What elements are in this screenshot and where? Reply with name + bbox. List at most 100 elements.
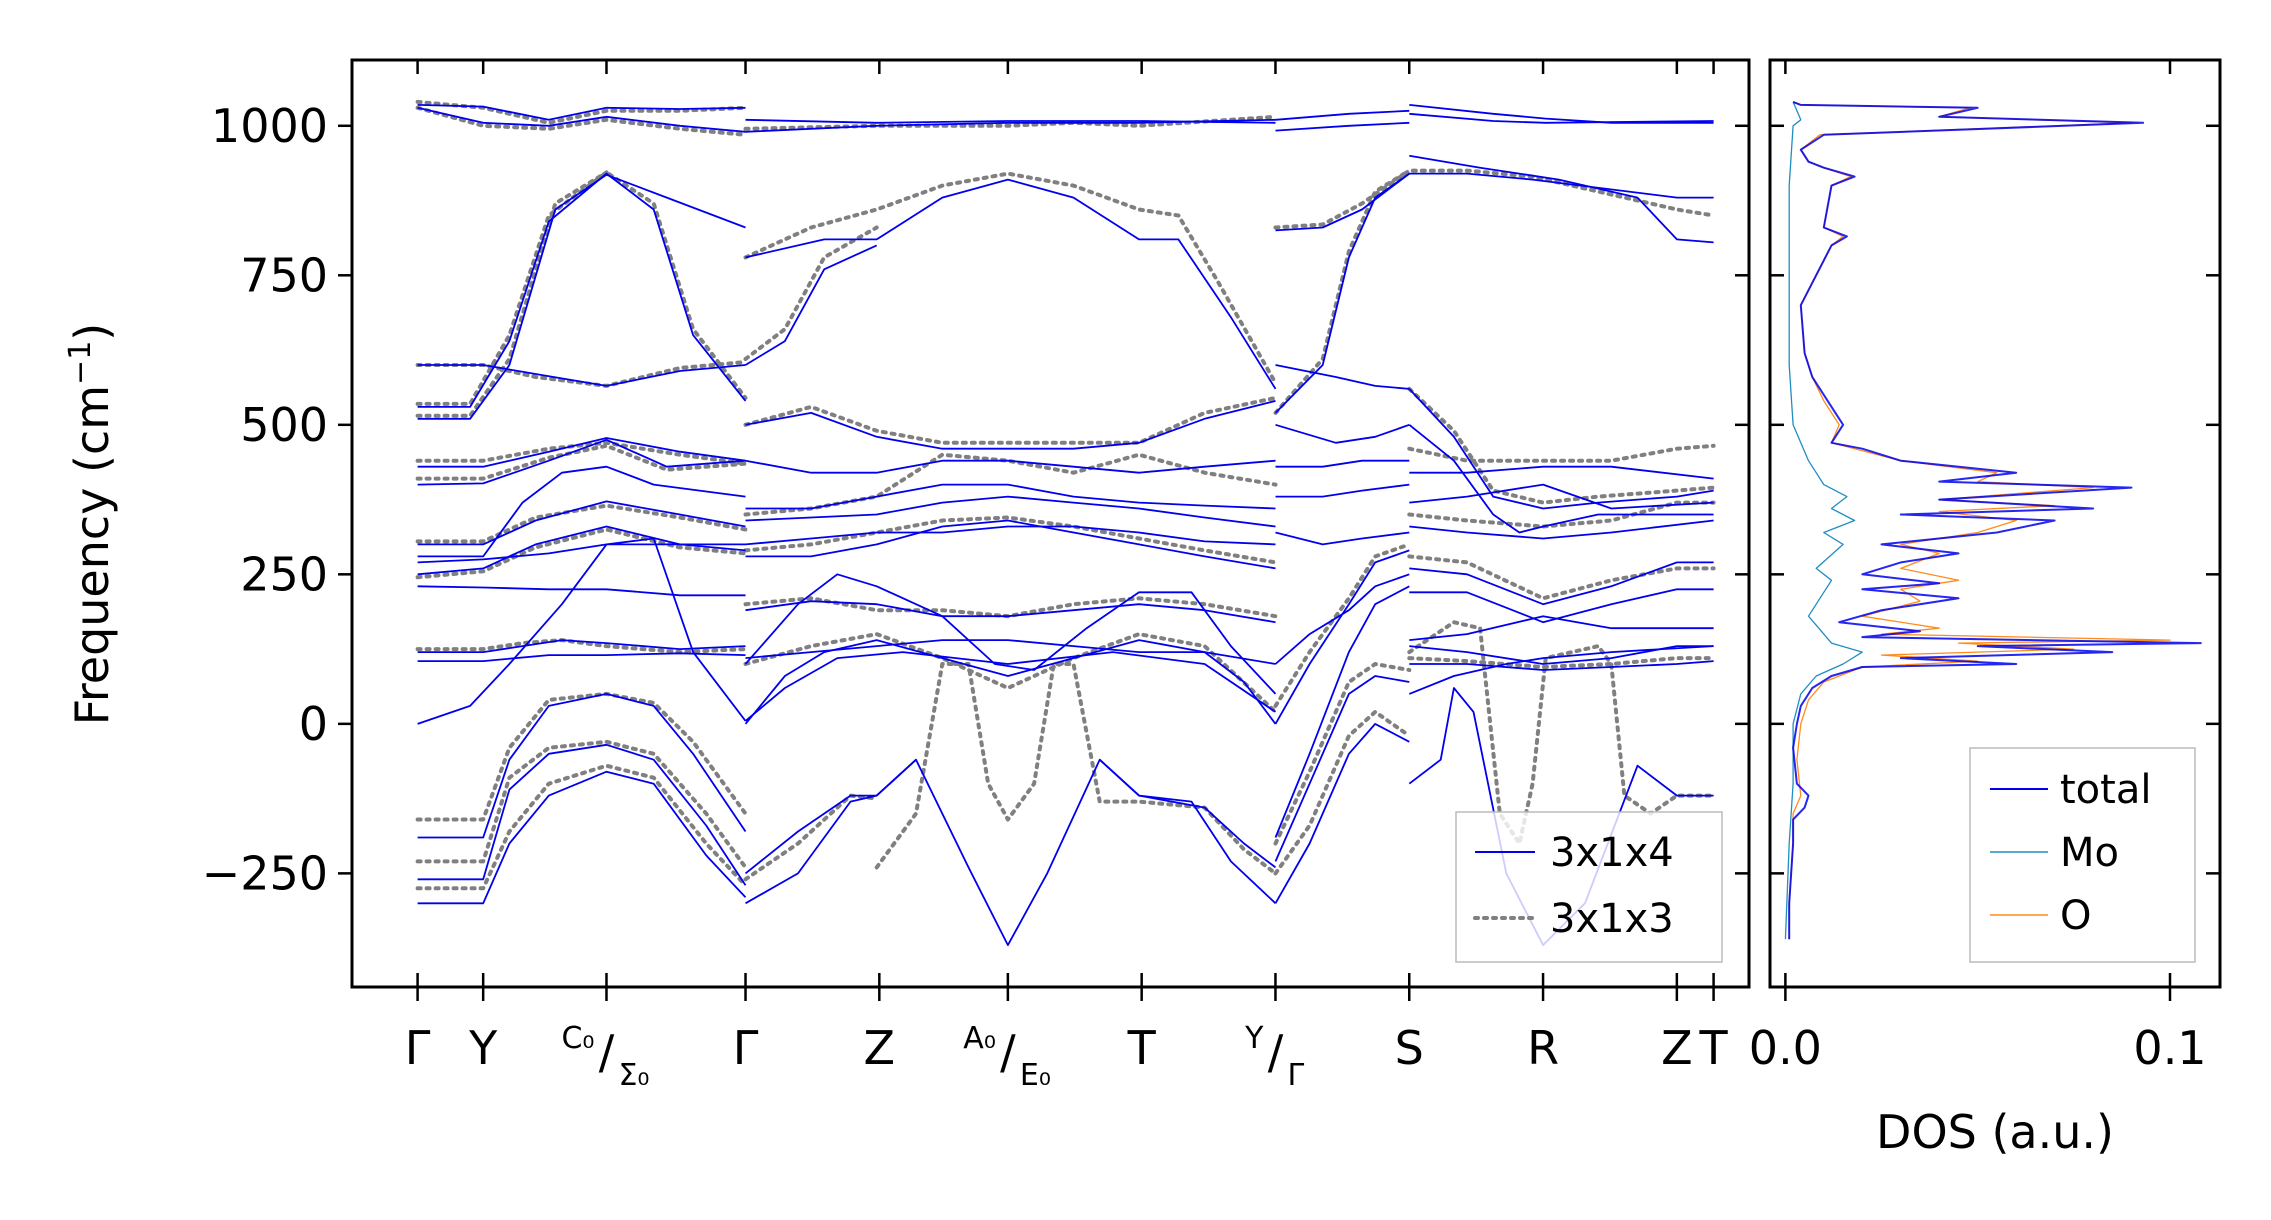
band-3x1x4-branch-23 <box>417 639 746 653</box>
band-3x1x4-branch-17 <box>417 438 746 486</box>
band-3x1x4-branch-47 <box>1274 573 1410 665</box>
band-3x1x4-branch-1 <box>417 106 746 133</box>
band-3x1x3-branch-4 <box>415 170 609 418</box>
legend-label-3x1x4: 3x1x4 <box>1550 830 1674 876</box>
legend-label-3x1x3: 3x1x3 <box>1550 896 1674 942</box>
y-label-close: ) <box>65 323 119 341</box>
band-lines <box>415 99 1716 946</box>
band-3x1x3-branch-7 <box>1273 168 1716 230</box>
kpoint-label-3: Γ <box>733 1021 759 1075</box>
band-3x1x4-branch-54 <box>1408 424 1714 534</box>
band-3x1x4-branch-52 <box>1275 364 1410 390</box>
band-3x1x4-branch-59 <box>1409 588 1714 624</box>
band-3x1x4-branch-53 <box>1408 388 1714 510</box>
band-plot-frame <box>350 58 1751 989</box>
dos-curve-mo <box>1784 101 1863 940</box>
band-3x1x3-branch-6 <box>743 225 879 361</box>
band-3x1x4-branch-12 <box>1274 172 1410 414</box>
legend-label-total: total <box>2060 767 2151 813</box>
dos-x-tick-label-1: 0.1 <box>2133 1021 2206 1075</box>
kpoint-label-1: Y <box>468 1021 498 1075</box>
kpoint-label-top-5: A₀ <box>963 1021 996 1056</box>
band-3x1x4-branch-22 <box>417 585 746 597</box>
band-3x1x4-branch-40 <box>745 400 1276 450</box>
kpoint-label-9: R <box>1527 1021 1559 1075</box>
band-3x1x4-branch-0 <box>417 104 746 121</box>
band-3x1x4-branch-24 <box>417 652 746 662</box>
band-3x1x3-branch-13 <box>415 527 748 580</box>
band-3x1x4-branch-32 <box>744 639 1277 725</box>
band-3x1x4-branch-31 <box>1099 759 1277 869</box>
kpoint-label-10: Z <box>1661 1021 1693 1075</box>
band-3x1x4-branch-21 <box>417 543 746 564</box>
band-3x1x4-branch-33 <box>744 651 1277 722</box>
band-3x1x4-branch-14 <box>1409 154 1714 244</box>
y-tick-label-3: 250 <box>240 547 328 601</box>
band-3x1x3-branch-27 <box>1273 542 1412 708</box>
band-y-axis-label: Frequency (cm−1) <box>63 323 119 726</box>
band-3x1x4-branch-30 <box>744 759 917 875</box>
y-label-main: Frequency (cm <box>65 385 119 725</box>
band-3x1x4-branch-26 <box>417 693 747 839</box>
band-3x1x4-branch-6 <box>1409 104 1714 124</box>
band-y-ticks: 1000 750 500 250 0 −250 <box>202 99 1749 900</box>
kpoint-slash-7: / <box>1268 1025 1284 1079</box>
band-3x1x3-branch-15 <box>415 691 748 822</box>
band-3x1x3-branch-29 <box>1407 554 1716 601</box>
band-3x1x4-branch-41 <box>745 639 1276 665</box>
kpoint-slash-5: / <box>1000 1025 1016 1079</box>
y-tick-label-0: 1000 <box>211 99 328 153</box>
dos-plot-frame <box>1768 58 2222 989</box>
dos-x-tick-label-0: 0.0 <box>1749 1021 1822 1075</box>
kpoint-label-bottom-5: E₀ <box>1020 1058 1051 1093</box>
band-3x1x3-branch-18 <box>743 793 879 882</box>
kpoint-label-bottom-2: Σ₀ <box>618 1058 649 1093</box>
band-3x1x3-branch-32 <box>1407 656 1716 669</box>
dos-lines <box>1784 100 2202 940</box>
dos-curve-total <box>1788 100 2202 940</box>
band-3x1x4-branch-16 <box>417 437 746 468</box>
band-3x1x4-branch-15 <box>417 364 746 387</box>
band-3x1x4-branch-51 <box>1275 423 1410 444</box>
band-legend: 3x1x4 3x1x3 <box>1455 811 1723 963</box>
band-3x1x4-branch-4 <box>1275 109 1410 121</box>
band-3x1x4-branch-8 <box>417 172 747 408</box>
band-3x1x4-branch-35 <box>745 519 1276 570</box>
band-3x1x4-branch-3 <box>745 118 1276 124</box>
dos-x-axis-label: DOS (a.u.) <box>1876 1105 2114 1159</box>
band-3x1x4-branch-63 <box>1408 645 1714 695</box>
band-3x1x3-branch-26 <box>1273 662 1412 846</box>
band-3x1x4-branch-18 <box>417 465 746 558</box>
y-tick-label-2: 500 <box>240 398 328 452</box>
band-3x1x4-branch-56 <box>1409 483 1714 510</box>
y-tick-label-5: −250 <box>202 846 328 900</box>
band-3x1x4-branch-58 <box>1409 561 1714 606</box>
band-3x1x4-branch-60 <box>1409 645 1714 665</box>
band-3x1x4-branch-42 <box>744 573 1277 695</box>
band-3x1x4-branch-28 <box>417 770 747 905</box>
band-3x1x3-branch-1 <box>415 105 748 137</box>
y-tick-label-4: 0 <box>299 697 328 751</box>
kpoint-label-bottom-7: Γ <box>1287 1058 1304 1093</box>
band-3x1x4-branch-38 <box>745 483 1276 510</box>
band-3x1x4-branch-44 <box>1274 675 1410 862</box>
band-3x1x4-branch-27 <box>417 743 747 886</box>
band-3x1x4-branch-57 <box>1409 519 1714 540</box>
band-3x1x4-branch-45 <box>1274 585 1410 838</box>
band-3x1x4-branch-36 <box>745 525 1276 546</box>
band-3x1x3-branch-12 <box>415 503 748 544</box>
band-3x1x4-branch-9 <box>417 173 746 420</box>
band-3x1x4-branch-64 <box>1409 615 1714 641</box>
band-3x1x3-branch-11 <box>415 443 748 481</box>
kpoint-label-11: T <box>1699 1021 1729 1075</box>
band-3x1x4-branch-48 <box>1275 531 1410 546</box>
band-3x1x3-branch-20 <box>743 632 1278 714</box>
legend-label-mo: Mo <box>2060 830 2119 876</box>
band-3x1x4-branch-29 <box>745 758 1277 946</box>
band-3x1x3-branch-8 <box>1273 168 1412 415</box>
band-x-ticks: Γ Y C₀ / Σ₀Γ Z A₀ / E₀T Y / ΓS R Z T <box>405 60 1729 1093</box>
kpoint-label-top-7: Y <box>1244 1021 1264 1056</box>
band-legend-box <box>1455 811 1723 963</box>
legend-label-o: O <box>2060 893 2091 939</box>
